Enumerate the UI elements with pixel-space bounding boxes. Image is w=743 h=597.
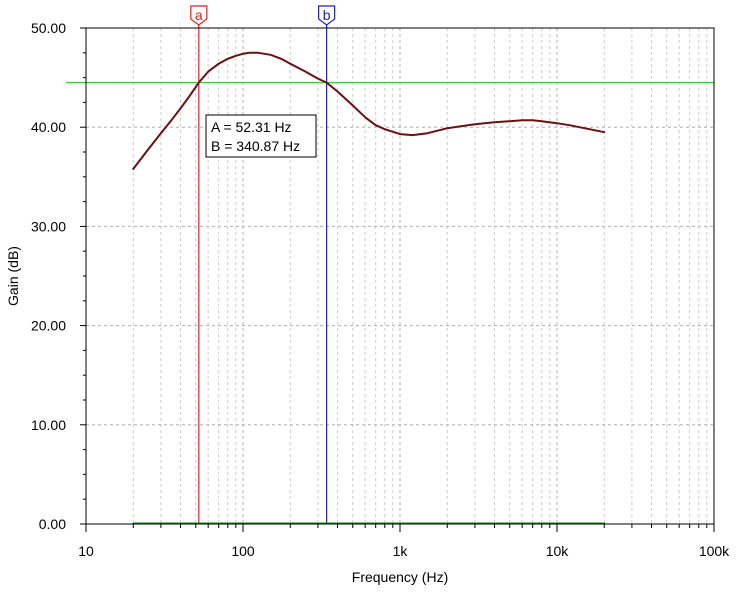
x-tick-label: 100 (231, 543, 255, 559)
x-tick-label: 10 (78, 543, 94, 559)
x-tick-labels: 10 100 1k 10k 100k (78, 543, 730, 559)
cursor-readout-box (205, 114, 317, 158)
y-axis-title: Gain (dB) (5, 246, 21, 306)
y-tick-label: 10.00 (31, 417, 66, 433)
y-tick-label: 50.00 (31, 20, 66, 36)
cursor-readout-b: B = 340.87 Hz (211, 138, 300, 154)
x-tick-label: 10k (546, 543, 570, 559)
x-tick-label: 1k (393, 543, 409, 559)
series-line-1 (132, 51, 606, 170)
ticks (80, 27, 715, 532)
cursor-readout-a: A = 52.31 Hz (211, 119, 292, 135)
grid-minor (132, 28, 708, 524)
y-tick-label: 0.00 (39, 516, 66, 532)
cursor-readout: A = 52.31 Hz B = 340.87 Hz (205, 114, 317, 158)
cursor-tag-label-b: b (323, 7, 331, 23)
cursor-tag-a (190, 5, 208, 26)
y-tick-label: 30.00 (31, 218, 66, 234)
x-axis-title: Frequency (Hz) (352, 569, 448, 585)
y-tick-label: 40.00 (31, 119, 66, 135)
cursor-tag-b (318, 5, 336, 26)
y-tick-labels: 0.00 10.00 20.00 30.00 40.00 50.00 (31, 20, 66, 532)
x-tick-label: 100k (699, 543, 730, 559)
y-tick-label: 20.00 (31, 318, 66, 334)
cursor-tag-label-a: a (195, 7, 203, 23)
